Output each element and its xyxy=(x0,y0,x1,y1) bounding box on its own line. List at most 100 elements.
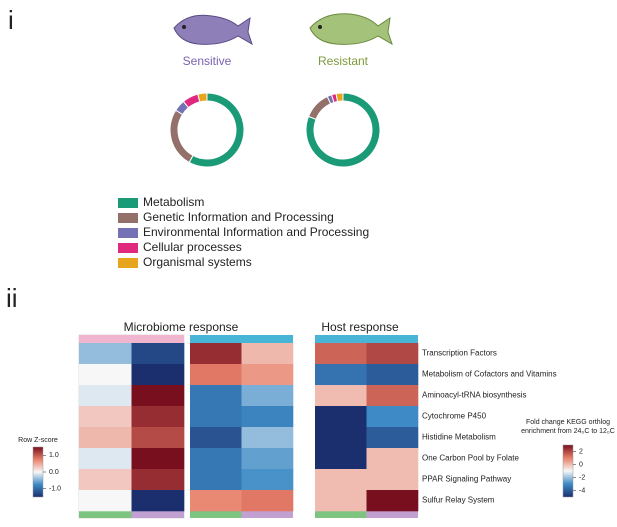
colorbar xyxy=(32,446,44,498)
heatmap-cell xyxy=(366,448,419,470)
row-label: Metabolism of Cofactors and Vitamins xyxy=(422,370,557,379)
heatmap-cell xyxy=(241,448,294,470)
column-annotation xyxy=(131,511,184,518)
colorbar xyxy=(562,444,574,498)
heatmap-cell xyxy=(190,385,242,407)
heatmap-cell xyxy=(190,490,242,512)
column-annotation xyxy=(190,511,242,518)
heatmap-cell xyxy=(79,406,132,428)
legend-label: Environmental Information and Processing xyxy=(143,225,369,239)
heatmap-cell xyxy=(366,385,419,407)
fish-icon xyxy=(173,14,253,46)
colorbar-tick-label: 2 xyxy=(579,448,583,455)
column-annotation xyxy=(315,335,367,343)
column-annotation xyxy=(79,511,132,518)
heatmap-cell xyxy=(366,469,419,491)
colorbar-tick-label: -1.0 xyxy=(49,486,61,493)
chart-title: Microbiome response xyxy=(124,320,239,334)
heatmap-cell xyxy=(315,448,367,470)
heatmap-cell xyxy=(366,427,419,449)
colorbar-tick-label: -4 xyxy=(579,487,585,494)
heatmap-cell xyxy=(315,406,367,428)
donut-segment xyxy=(197,92,208,103)
heatmap-cell xyxy=(315,490,367,512)
heatmap-cell xyxy=(315,343,367,365)
donut-segment xyxy=(188,92,245,168)
heatmap-cell xyxy=(131,364,185,386)
heatmap-cell xyxy=(241,364,294,386)
donut-segment xyxy=(305,92,381,168)
column-annotation xyxy=(241,511,293,518)
heatmap-cell xyxy=(131,490,185,512)
row-label: Sulfur Relay System xyxy=(422,496,495,505)
legend-swatch xyxy=(118,228,138,238)
colorbar-title: Fold change KEGG orthlog xyxy=(526,419,610,426)
heatmap-cell xyxy=(79,343,132,365)
legend-label: Genetic Information and Processing xyxy=(143,210,334,224)
heatmap-cell xyxy=(241,427,294,449)
row-label: Aminoacyl-tRNA biosynthesis xyxy=(422,391,526,400)
heatmap-cell xyxy=(131,448,185,470)
heatmap-cell xyxy=(79,385,132,407)
column-annotation xyxy=(79,335,132,343)
donut-segment xyxy=(335,92,344,103)
column-annotation xyxy=(241,335,293,343)
heatmap-cell xyxy=(190,343,242,365)
row-label: Histidine Metabolism xyxy=(422,433,496,442)
legend-swatch xyxy=(118,198,138,208)
heatmap-cell xyxy=(190,427,242,449)
legend-swatch xyxy=(118,243,138,253)
row-label: PPAR Signaling Pathway xyxy=(422,475,511,484)
heatmap-cell xyxy=(190,448,242,470)
row-label: One Carbon Pool by Folate xyxy=(422,454,519,463)
chart-title: Host response xyxy=(321,320,399,334)
colorbar-tick-label: 1.0 xyxy=(49,452,59,459)
fish-icon xyxy=(309,13,393,46)
heatmap-cell xyxy=(131,385,185,407)
heatmap-cell xyxy=(366,406,419,428)
legend-label: Metabolism xyxy=(143,195,204,209)
colorbar-tick-label: 0.0 xyxy=(49,469,59,476)
legend-swatch xyxy=(118,258,138,268)
row-label: Cytochrome P450 xyxy=(422,412,487,421)
heatmap-cell xyxy=(241,385,294,407)
heatmap-cell xyxy=(131,427,185,449)
heatmap-cell xyxy=(366,343,419,365)
column-annotation xyxy=(366,335,418,343)
heatmap-cell xyxy=(131,343,185,365)
colorbar-title: Row Z-score xyxy=(18,437,58,444)
chart-title: Sensitive xyxy=(183,54,232,68)
heatmap-cell xyxy=(241,343,294,365)
column-annotation xyxy=(366,511,418,518)
column-annotation xyxy=(131,335,184,343)
colorbar-tick-label: -2 xyxy=(579,474,585,481)
legend-label: Cellular processes xyxy=(143,240,242,254)
column-annotation xyxy=(190,335,242,343)
heatmap-cell xyxy=(241,490,294,512)
donut-segment xyxy=(307,95,332,120)
heatmap-cell xyxy=(366,490,419,512)
heatmap-cell xyxy=(315,427,367,449)
heatmap-cell xyxy=(315,364,367,386)
row-label: Transcription Factors xyxy=(422,349,497,358)
panel-label: i xyxy=(8,5,14,35)
heatmap-cell xyxy=(315,469,367,491)
heatmap-cell xyxy=(241,406,294,428)
heatmap-cell xyxy=(79,448,132,470)
heatmap-cell xyxy=(315,385,367,407)
chart-title: Resistant xyxy=(318,54,369,68)
heatmap-cell xyxy=(241,469,294,491)
legend-swatch xyxy=(118,213,138,223)
panel-label: ii xyxy=(6,283,18,313)
heatmap-cell xyxy=(79,364,132,386)
heatmap-cell xyxy=(79,490,132,512)
legend-label: Organismal systems xyxy=(143,255,252,269)
heatmap-cell xyxy=(190,364,242,386)
column-annotation xyxy=(315,511,367,518)
heatmap-cell xyxy=(131,406,185,428)
heatmap-cell xyxy=(366,364,419,386)
colorbar-title: enrichment from 24₀C to 12₀C xyxy=(521,428,615,435)
donut-segment xyxy=(169,109,194,164)
heatmap-cell xyxy=(190,469,242,491)
